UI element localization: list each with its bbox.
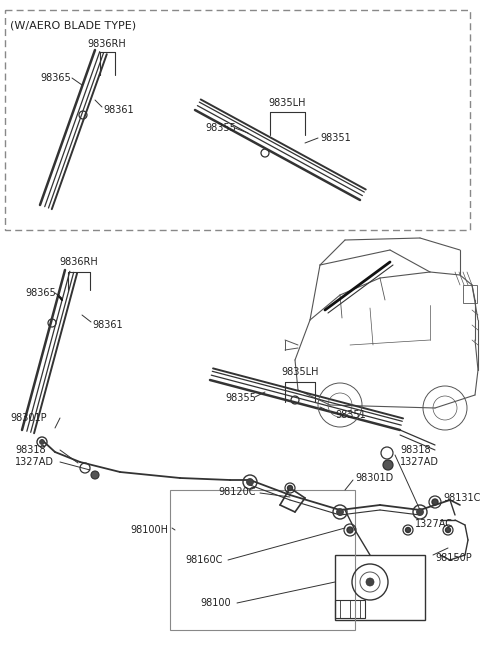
- Circle shape: [383, 460, 393, 470]
- Text: 98318: 98318: [400, 445, 431, 455]
- Text: 1327AD: 1327AD: [15, 457, 54, 467]
- Circle shape: [366, 578, 374, 586]
- Text: 9836RH: 9836RH: [60, 257, 98, 267]
- Text: 98100H: 98100H: [130, 525, 168, 535]
- Text: 98361: 98361: [103, 105, 133, 115]
- Text: 9835LH: 9835LH: [281, 367, 319, 377]
- Text: 98355: 98355: [205, 123, 236, 133]
- Circle shape: [432, 499, 438, 505]
- Circle shape: [247, 478, 253, 485]
- Bar: [335, 600, 365, 618]
- Text: (W/AERO BLADE TYPE): (W/AERO BLADE TYPE): [10, 20, 136, 30]
- Text: 98351: 98351: [335, 410, 366, 420]
- Bar: [335, 555, 425, 620]
- Text: 98351: 98351: [320, 133, 351, 143]
- Text: 98301P: 98301P: [10, 413, 47, 423]
- Circle shape: [347, 527, 353, 533]
- Circle shape: [336, 509, 344, 516]
- Circle shape: [417, 509, 423, 516]
- Circle shape: [406, 527, 410, 533]
- Text: 98100: 98100: [200, 598, 230, 608]
- Text: 98361: 98361: [92, 320, 122, 330]
- Text: 98131C: 98131C: [443, 493, 480, 503]
- Bar: [5, 10, 470, 230]
- Text: 98365: 98365: [40, 73, 71, 83]
- Text: 98301D: 98301D: [355, 473, 393, 483]
- Circle shape: [445, 527, 451, 533]
- Text: 1327AC: 1327AC: [415, 519, 453, 529]
- Text: 9835LH: 9835LH: [268, 98, 306, 108]
- Circle shape: [39, 439, 45, 445]
- Text: 98150P: 98150P: [435, 553, 472, 563]
- Circle shape: [91, 471, 99, 479]
- Circle shape: [288, 485, 292, 491]
- Text: 98120C: 98120C: [218, 487, 255, 497]
- Text: 9836RH: 9836RH: [88, 39, 126, 49]
- Bar: [463, 285, 477, 303]
- Bar: [170, 490, 355, 630]
- Text: 1327AD: 1327AD: [400, 457, 439, 467]
- Text: 98160C: 98160C: [185, 555, 222, 565]
- Text: 98318: 98318: [15, 445, 46, 455]
- Text: 98365: 98365: [25, 288, 56, 298]
- Text: 98355: 98355: [225, 393, 256, 403]
